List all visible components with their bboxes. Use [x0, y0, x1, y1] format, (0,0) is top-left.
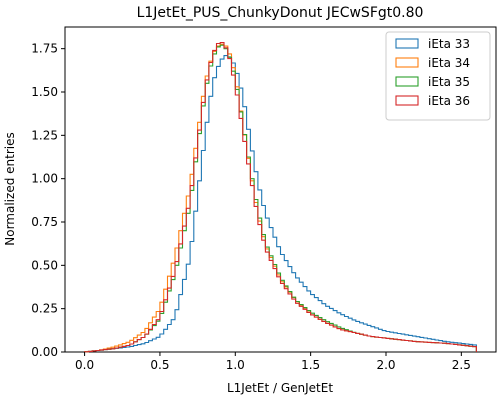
- y-tick-label: 1.00: [31, 172, 58, 186]
- x-tick-label: 2.5: [452, 358, 471, 372]
- x-tick-label: 0.5: [150, 358, 169, 372]
- legend-label: iEta 36: [428, 94, 470, 108]
- x-tick-label: 2.0: [376, 358, 395, 372]
- y-tick-label: 1.25: [31, 128, 58, 142]
- x-axis-title: L1JetEt / GenJetEt: [227, 381, 333, 395]
- legend: iEta 33 iEta 34 iEta 35 iEta 36: [385, 31, 491, 121]
- legend-label: iEta 34: [428, 56, 470, 70]
- y-axis-title: Normalized entries: [3, 132, 17, 245]
- series-line-1: [84, 55, 477, 353]
- legend-swatch: [395, 95, 419, 106]
- y-tick-label: 0.25: [31, 302, 58, 316]
- x-tick-label: 1.0: [226, 358, 245, 372]
- legend-swatch: [395, 76, 419, 87]
- plot-area: [64, 26, 497, 353]
- y-tick-label: 0.00: [31, 345, 58, 359]
- chart-title: L1JetEt_PUS_ChunkyDonut JECwSFgt0.80: [137, 5, 424, 21]
- plot-frame: [64, 26, 497, 353]
- y-tick-label: 0.50: [31, 258, 58, 272]
- series-layer: [84, 42, 477, 353]
- legend-swatch: [395, 38, 419, 49]
- legend-label: iEta 33: [428, 37, 470, 51]
- x-axis: 0.0 0.5 1.0 1.5 2.0 2.5: [75, 352, 471, 372]
- y-axis: 0.00 0.25 0.50 0.75 1.00 1.25 1.50 1.75: [31, 42, 65, 359]
- legend-box: [385, 31, 491, 121]
- y-tick-label: 1.50: [31, 85, 58, 99]
- y-tick-label: 0.75: [31, 215, 58, 229]
- legend-label: iEta 35: [428, 75, 470, 89]
- x-tick-label: 0.0: [75, 358, 94, 372]
- y-tick-label: 1.75: [31, 42, 58, 56]
- x-tick-label: 1.5: [301, 358, 320, 372]
- legend-swatch: [395, 57, 419, 68]
- series-line-4: [84, 42, 477, 353]
